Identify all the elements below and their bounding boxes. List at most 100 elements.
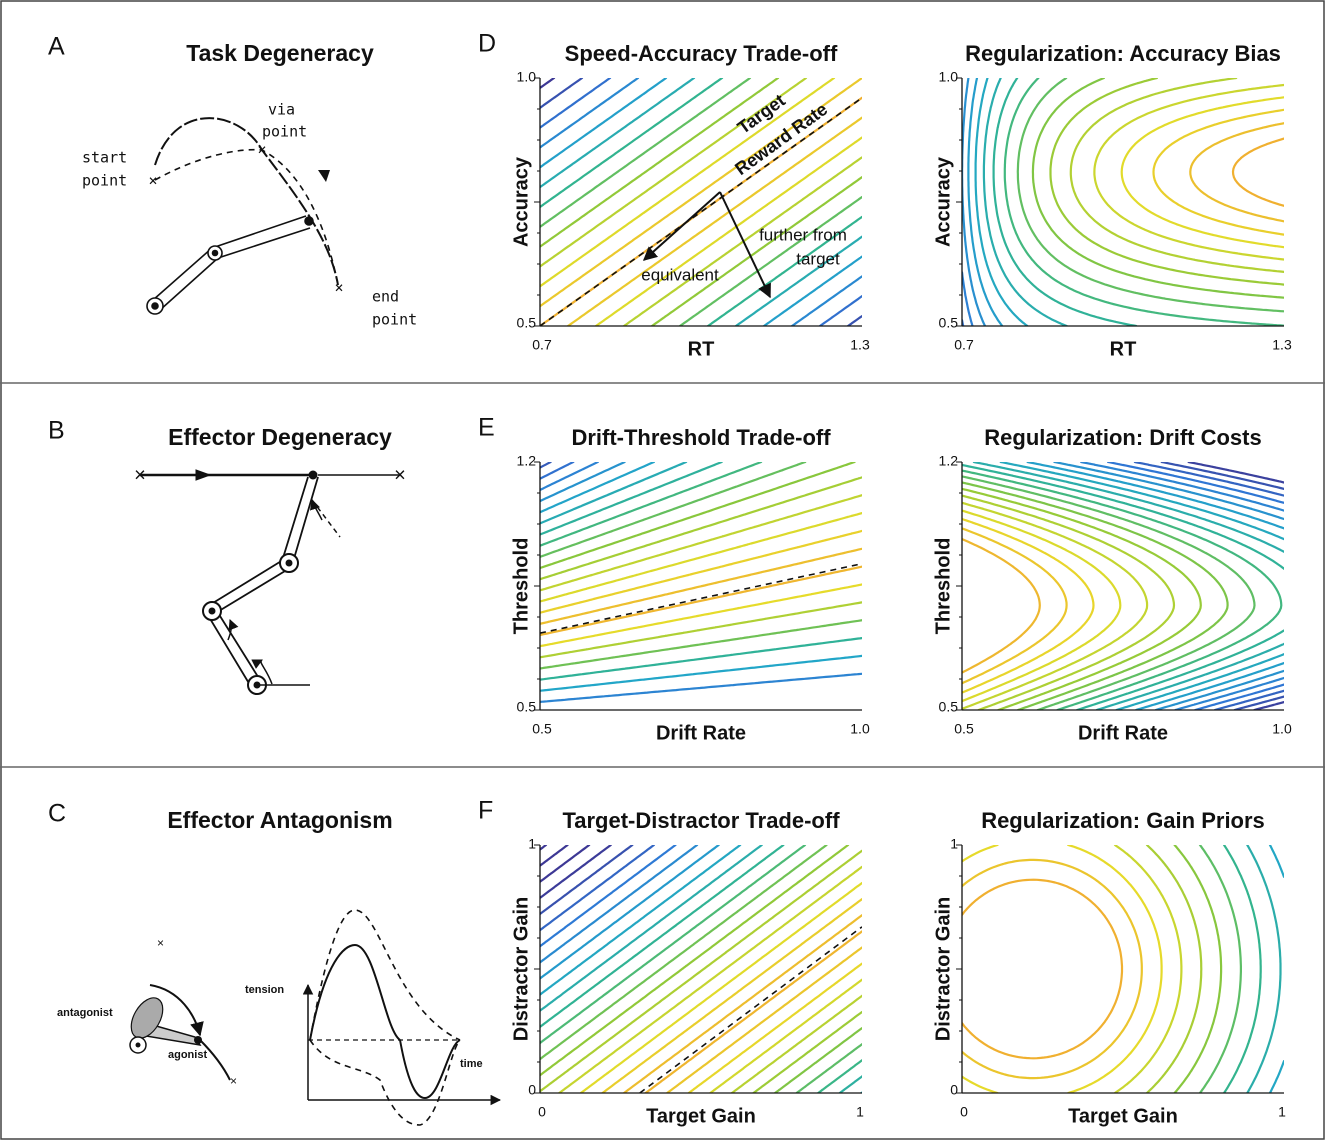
- contour-line: [540, 583, 862, 648]
- sketch-label: point: [262, 123, 307, 141]
- x-axis-label: Target Gain: [646, 1105, 756, 1127]
- x-axis-label: RT: [688, 338, 715, 360]
- sketch-label: end: [372, 288, 399, 306]
- plot-title: Regularization: Accuracy Bias: [965, 41, 1281, 66]
- sketch-title: Effector Degeneracy: [168, 424, 392, 450]
- contour-line: [962, 78, 987, 326]
- x-tick-label: 0.5: [532, 721, 552, 737]
- x-tick-label: 1: [856, 1104, 864, 1120]
- panel-letter: B: [48, 417, 65, 445]
- annotation: target: [796, 249, 840, 268]
- annotation: further from: [759, 225, 847, 244]
- y-axis-label: Accuracy: [510, 156, 532, 247]
- contour-line: [540, 845, 634, 916]
- contour-line: [1026, 462, 1284, 710]
- svg-text:×: ×: [157, 936, 164, 950]
- contour-line: [790, 275, 862, 326]
- contour-line: [1107, 462, 1284, 710]
- contour-line: [1152, 108, 1284, 236]
- sketch-label: time: [460, 1058, 483, 1070]
- contour-line: [540, 619, 862, 670]
- sketch-label: via: [268, 101, 295, 119]
- contour-line: [540, 462, 723, 536]
- contour-line: [540, 78, 584, 109]
- contour-line: [540, 462, 688, 525]
- contour-line: [540, 845, 591, 883]
- contour-line: [1268, 845, 1284, 1093]
- sketch-label: point: [372, 311, 417, 329]
- sketch-label: start: [82, 149, 127, 167]
- contours: [540, 78, 862, 326]
- contour-line: [540, 462, 626, 503]
- x-tick-label: 1.3: [850, 337, 870, 353]
- contour-line: [540, 462, 655, 514]
- contour-plot: Target-Distractor Trade-off 1 00 1 Target Ga…: [510, 808, 864, 1127]
- contour-line: [1113, 845, 1183, 1093]
- panel-letter: F: [478, 797, 493, 825]
- contour-line: [540, 845, 807, 1045]
- contour-line: [774, 1027, 862, 1093]
- contour-line: [558, 865, 862, 1093]
- y-tick-label: 1: [950, 836, 958, 852]
- contour-line: [666, 946, 862, 1093]
- contour-line: [540, 78, 836, 288]
- y-axis-label: Threshold: [510, 538, 532, 635]
- contours: [540, 845, 862, 1093]
- y-tick-label: 0.5: [939, 699, 959, 715]
- contour-line: [972, 462, 1284, 710]
- contour-line: [540, 462, 763, 547]
- contour-line: [540, 849, 862, 1093]
- target-line: [639, 926, 862, 1093]
- contour-line: [540, 78, 752, 228]
- contour-plot: Regularization: Accuracy Bias 1.0 0.5 0.7 1.…: [932, 41, 1292, 360]
- x-axis-label: Target Gain: [1068, 1105, 1178, 1127]
- contour-line: [1120, 96, 1284, 249]
- y-tick-label: 1.0: [517, 69, 537, 85]
- contour-line: [999, 462, 1284, 710]
- contour-line: [540, 672, 862, 703]
- arrow: [719, 191, 771, 299]
- sketch-b: × ×: [134, 464, 406, 695]
- contour-line: [992, 78, 1138, 326]
- svg-text:×: ×: [394, 464, 406, 486]
- x-axis-label: Drift Rate: [656, 722, 746, 744]
- contour-line: [1187, 462, 1284, 710]
- contour-line: [1003, 78, 1284, 326]
- contour-line: [540, 494, 862, 592]
- contour-line: [1173, 845, 1223, 1093]
- contour-line: [540, 845, 699, 964]
- contour-line: [540, 637, 862, 681]
- x-axis-label: RT: [1110, 338, 1137, 360]
- contour-line: [540, 476, 862, 581]
- contour-line: [734, 235, 862, 326]
- contour-line: [540, 462, 599, 491]
- y-tick-label: 0: [528, 1082, 536, 1098]
- sketch-label: antagonist: [57, 1007, 113, 1019]
- contour-line: [1198, 845, 1242, 1093]
- plot-title: Regularization: Gain Priors: [981, 808, 1265, 833]
- contour-line: [540, 654, 862, 692]
- y-axis-label: Threshold: [932, 538, 954, 635]
- contour-line: [817, 1059, 862, 1093]
- annotation: equivalent: [641, 265, 719, 284]
- contour-line: [566, 116, 862, 326]
- contour-line: [540, 78, 780, 248]
- contour-line: [962, 469, 1283, 710]
- contour-line: [1145, 845, 1203, 1093]
- contour-line: [540, 512, 862, 603]
- arrow: [642, 191, 721, 261]
- x-tick-label: 0: [538, 1104, 546, 1120]
- contour-line: [540, 78, 696, 189]
- contour-line: [974, 78, 1029, 326]
- y-tick-label: 0.5: [517, 315, 537, 331]
- contour-line: [962, 845, 1163, 1093]
- panel-letter: D: [478, 30, 496, 58]
- contour-line: [594, 136, 862, 326]
- contour-line: [644, 930, 862, 1093]
- contour-line: [962, 463, 1284, 710]
- contour-line: [982, 78, 1068, 326]
- contour-line: [540, 845, 763, 1012]
- contour-line: [1053, 462, 1284, 710]
- contour-line: [1160, 462, 1284, 710]
